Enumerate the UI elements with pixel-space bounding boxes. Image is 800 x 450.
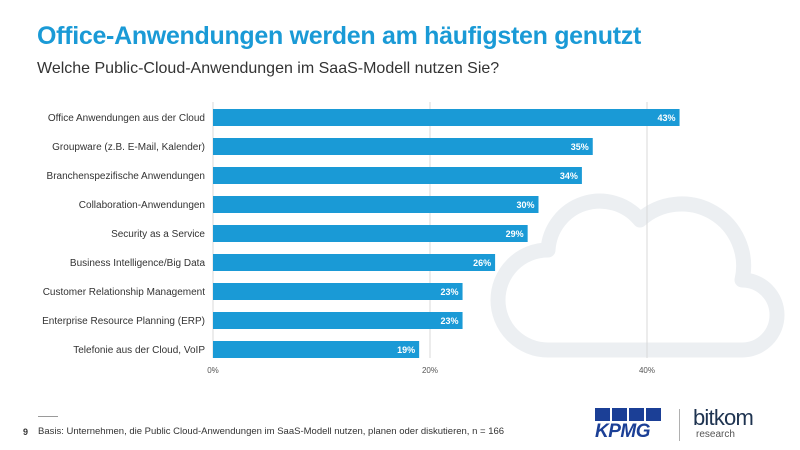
x-tick-label: 40% <box>639 366 655 375</box>
data-label: 30% <box>516 200 534 210</box>
bar <box>213 138 593 155</box>
cloud-icon <box>490 193 785 358</box>
bar <box>213 225 528 242</box>
kpmg-logo: KPMG <box>595 408 661 442</box>
footnote-divider <box>38 416 58 417</box>
footnote: Basis: Unternehmen, die Public Cloud-Anw… <box>38 426 505 437</box>
category-label: Customer Relationship Management <box>43 287 206 298</box>
bar <box>213 167 582 184</box>
x-tick-label: 0% <box>207 366 219 375</box>
data-label: 23% <box>441 287 459 297</box>
logo-divider <box>679 409 680 441</box>
bar <box>213 312 463 329</box>
data-label: 29% <box>506 229 524 239</box>
bitkom-logo-text: bitkom <box>693 405 754 430</box>
data-label: 19% <box>397 345 415 355</box>
bar <box>213 283 463 300</box>
bar <box>213 254 496 271</box>
bar <box>213 341 420 358</box>
category-label: Groupware (z.B. E-Mail, Kalender) <box>52 142 205 153</box>
category-label: Branchenspezifische Anwendungen <box>47 171 205 182</box>
kpmg-logo-text: KPMG <box>595 421 651 442</box>
data-label: 34% <box>560 171 578 181</box>
data-label: 23% <box>441 316 459 326</box>
bar <box>213 196 539 213</box>
category-label: Collaboration-Anwendungen <box>79 200 205 211</box>
kpmg-logo-boxes <box>595 408 661 421</box>
page-number: 9 <box>23 427 29 437</box>
x-tick-label: 20% <box>422 366 438 375</box>
data-label: 35% <box>571 142 589 152</box>
page-title: Office-Anwendungen werden am häufigsten … <box>37 22 641 50</box>
category-label: Enterprise Resource Planning (ERP) <box>42 316 205 327</box>
category-label: Telefonie aus der Cloud, VoIP <box>73 345 205 356</box>
bar <box>213 109 680 126</box>
category-label: Office Anwendungen aus der Cloud <box>48 113 205 124</box>
page-subtitle: Welche Public-Cloud-Anwendungen im SaaS-… <box>37 60 500 77</box>
category-label: Security as a Service <box>111 229 205 240</box>
bitkom-logo: bitkom research <box>693 405 754 441</box>
data-label: 43% <box>658 113 676 123</box>
category-label: Business Intelligence/Big Data <box>70 258 206 269</box>
bitkom-logo-subtext: research <box>696 429 735 440</box>
data-label: 26% <box>473 258 491 268</box>
